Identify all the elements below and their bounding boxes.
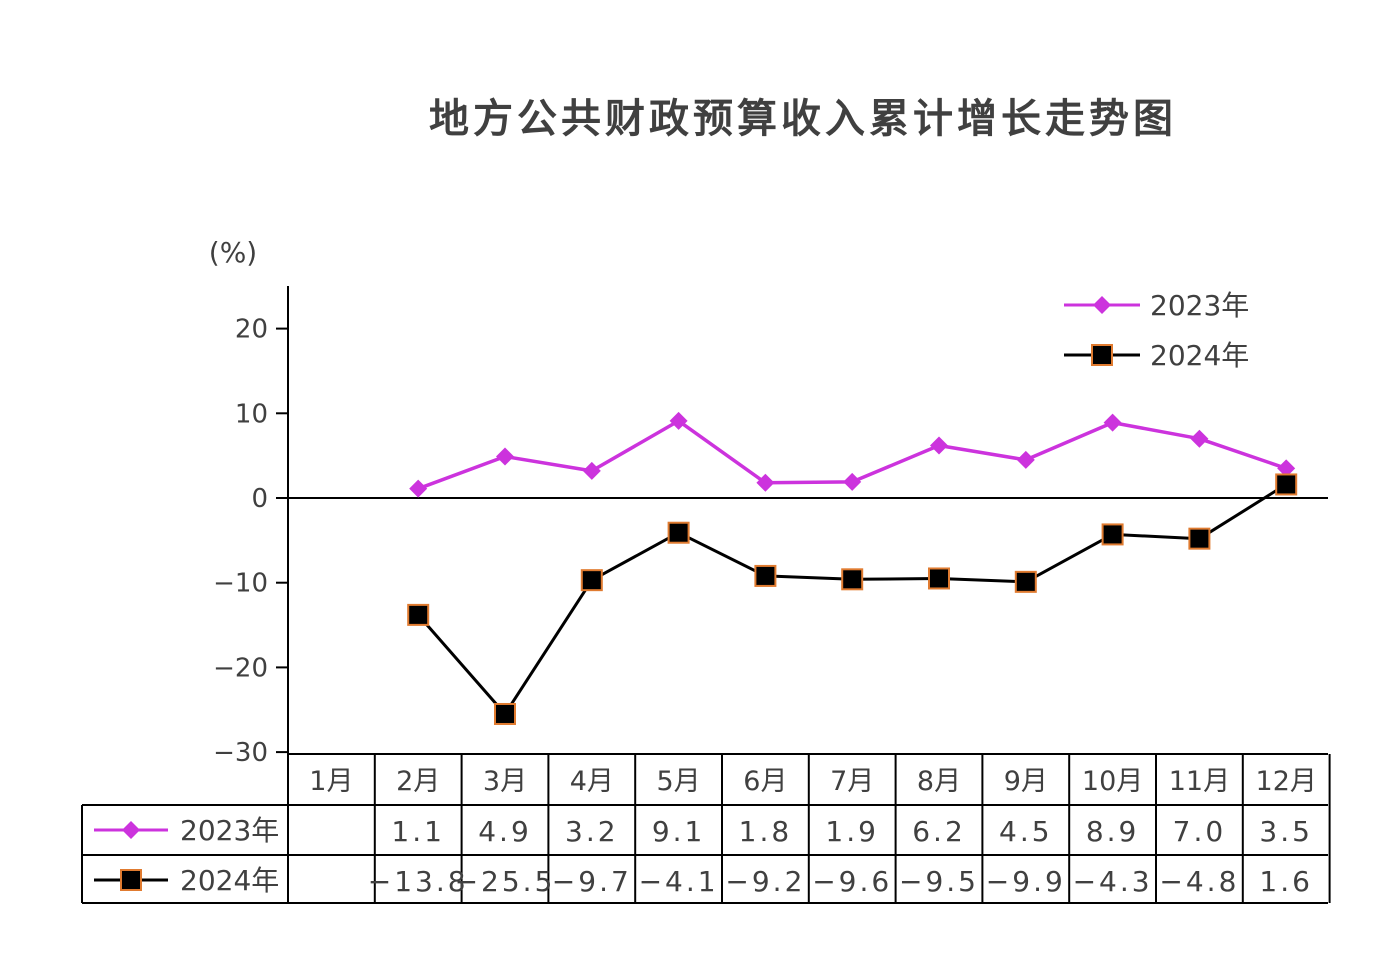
series-2023-point xyxy=(930,436,948,455)
series-2024-point xyxy=(841,568,864,591)
table-2023-value: 7.0 xyxy=(1173,815,1227,848)
table-2023-value: 8.9 xyxy=(1086,815,1140,848)
table-2024-value: −13.8 xyxy=(368,865,469,898)
table-2024-value: −9.7 xyxy=(552,865,632,898)
chart-title: 地方公共财政预算收入累计增长走势图 xyxy=(429,96,1177,142)
legend-2024-label: 2024年 xyxy=(1150,339,1249,372)
table-2023-value: 3.5 xyxy=(1259,815,1313,848)
series-2024-point xyxy=(928,567,950,590)
table-2023-key-marker xyxy=(122,821,140,839)
table-2024-value: −4.1 xyxy=(639,865,719,898)
table-2024-value: 1.6 xyxy=(1259,865,1313,898)
series-2023-point xyxy=(1190,429,1209,448)
table-2024-value: −9.9 xyxy=(986,865,1066,898)
table-2023-value: 6.2 xyxy=(912,815,966,848)
table-2023-value: 9.1 xyxy=(652,815,706,848)
series-2024-point xyxy=(580,569,603,592)
series-2024-point xyxy=(407,603,430,626)
series-2024-point xyxy=(1275,473,1298,496)
y-tick-label: 20 xyxy=(235,315,268,345)
legend-2023-marker xyxy=(1093,296,1111,314)
series-2024-point xyxy=(1014,570,1037,593)
y-axis-unit: (%) xyxy=(209,236,257,269)
series-2024-point xyxy=(667,521,690,544)
table-2023-value: 4.9 xyxy=(478,815,532,848)
x-category-label: 4月 xyxy=(570,766,614,797)
series-2024-point xyxy=(1188,527,1211,550)
x-category-label: 11月 xyxy=(1169,766,1230,797)
data-table: 1月 2月 3月 4月 5月 6月 7月 8月 9月 10月 11月 12月 2023年 2024年 1.1… xyxy=(81,753,1331,904)
table-2023-value: 1.1 xyxy=(391,815,445,848)
legend-2024-marker xyxy=(1091,344,1113,366)
series-2023-point xyxy=(582,461,601,480)
plot-area: 20 10 0 −10 −20 −30 xyxy=(213,286,1328,768)
series-2023-point xyxy=(1277,459,1296,478)
table-2024-value: −9.6 xyxy=(812,865,892,898)
series-2023-point xyxy=(1103,413,1122,432)
table-2023-value: 4.5 xyxy=(999,815,1053,848)
table-2023-value: 1.9 xyxy=(825,815,879,848)
table-2024-key-marker xyxy=(120,869,142,891)
y-tick-label: 10 xyxy=(235,399,268,429)
series-2023-point xyxy=(756,473,775,492)
x-category-label: 8月 xyxy=(917,766,961,797)
table-2024-value: −9.2 xyxy=(725,865,805,898)
y-tick-label: −10 xyxy=(213,569,268,599)
series-2023-point xyxy=(669,411,688,430)
y-tick-label: −20 xyxy=(213,653,268,683)
table-2024-value: −9.5 xyxy=(899,865,979,898)
x-category-label: 9月 xyxy=(1004,766,1048,797)
series-2023-point xyxy=(1016,450,1035,469)
table-2023-row-label: 2023年 xyxy=(180,814,279,847)
legend: 2023年 2024年 xyxy=(1064,289,1249,372)
y-tick-label: −30 xyxy=(213,738,268,768)
x-category-label: 5月 xyxy=(657,766,701,797)
series-2023-point xyxy=(409,479,428,498)
x-category-label: 6月 xyxy=(743,766,787,797)
series-2023-point xyxy=(843,472,862,491)
table-2024-value: −4.3 xyxy=(1073,865,1153,898)
x-category-label: 3月 xyxy=(483,766,527,797)
series-2024-point xyxy=(754,564,777,587)
x-category-label: 2月 xyxy=(396,766,440,797)
table-2023-value: 3.2 xyxy=(565,815,619,848)
x-category-label: 10月 xyxy=(1082,766,1143,797)
table-2024-value: −25.5 xyxy=(455,865,556,898)
x-category-label: 12月 xyxy=(1256,766,1317,797)
table-2023-value: 1.8 xyxy=(739,815,793,848)
x-category-label: 1月 xyxy=(309,766,353,797)
legend-2023-label: 2023年 xyxy=(1150,289,1249,322)
series-2024-point xyxy=(1101,523,1124,546)
table-2024-row-label: 2024年 xyxy=(180,864,279,897)
x-category-label: 7月 xyxy=(830,766,874,797)
series-2024-line xyxy=(417,483,1287,716)
y-tick-label: 0 xyxy=(251,484,268,514)
series-2023-point xyxy=(496,447,514,466)
table-2024-value: −4.8 xyxy=(1159,865,1239,898)
series-2024-point xyxy=(494,702,516,725)
